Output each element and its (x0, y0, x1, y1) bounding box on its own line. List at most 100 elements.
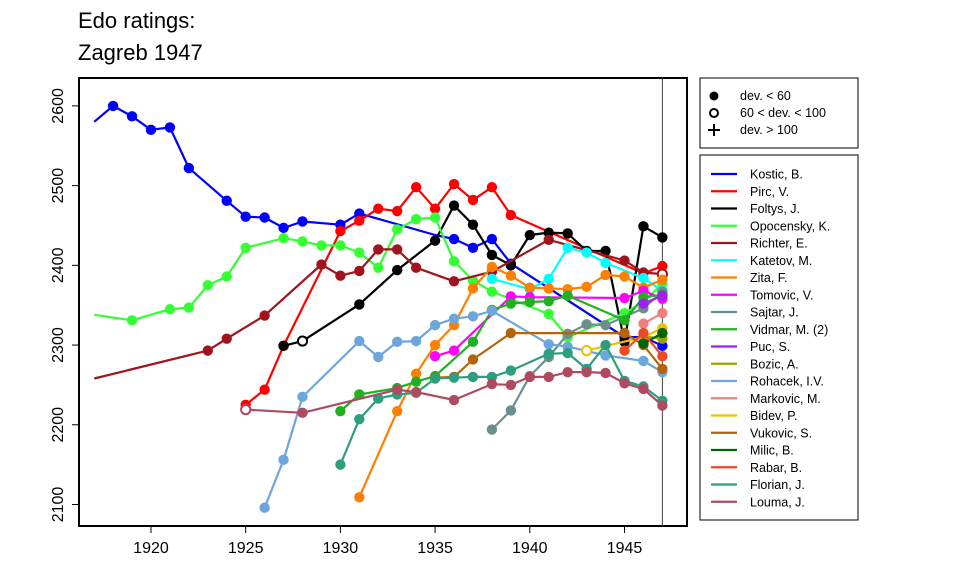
data-point (619, 345, 630, 356)
series-legend-box (699, 154, 859, 521)
legend-label-vukovic-s: Vukovic, S. (750, 426, 812, 440)
data-point (448, 178, 460, 190)
marker-legend-box (699, 77, 859, 149)
data-point (240, 242, 251, 253)
data-point (505, 327, 517, 339)
data-point (392, 244, 403, 255)
data-point (467, 311, 479, 322)
data-point (543, 348, 554, 360)
data-point-open (296, 335, 309, 347)
data-point (467, 242, 479, 253)
series-layer (93, 100, 668, 513)
data-point (524, 282, 535, 293)
data-point (259, 384, 270, 395)
data-point (373, 244, 384, 255)
marker-legend-label: dev. > 100 (740, 123, 798, 137)
data-point (221, 271, 232, 282)
data-point (448, 394, 460, 406)
legend-label-bidev-p: Bidev, P. (750, 409, 798, 423)
data-point (145, 124, 157, 136)
legend-label-markovic-m: Markovic, M. (750, 392, 821, 406)
x-tick-label: 1925 (228, 540, 264, 557)
y-tick-label: 2600 (50, 88, 67, 124)
data-point (278, 340, 289, 352)
data-point (657, 340, 668, 352)
data-point (259, 502, 270, 513)
data-point (259, 212, 270, 223)
data-point (392, 205, 403, 217)
data-point (600, 257, 611, 269)
data-point (619, 255, 630, 266)
data-point (657, 260, 668, 272)
data-point (354, 413, 365, 425)
legend-label-louma-j: Louma, J. (750, 495, 805, 509)
legend-label-pirc-v: Pirc, V. (750, 185, 789, 199)
data-point (316, 240, 327, 251)
data-point (392, 264, 403, 276)
data-point (467, 371, 479, 383)
data-point (373, 262, 384, 273)
series-line (358, 265, 663, 498)
y-tick-label: 2200 (50, 407, 67, 443)
data-point (354, 208, 365, 219)
data-point (524, 371, 535, 383)
series-louma-j (240, 366, 668, 419)
x-tick-label: 1930 (323, 540, 359, 557)
data-point (335, 459, 346, 470)
data-point (297, 236, 308, 247)
data-point (562, 242, 573, 253)
data-point (354, 265, 365, 277)
data-point (354, 215, 365, 226)
data-point (448, 276, 460, 287)
data-point (429, 319, 441, 331)
data-point (410, 376, 422, 387)
data-point (410, 182, 422, 193)
data-point (543, 273, 554, 285)
data-point (657, 307, 668, 319)
data-point (126, 111, 138, 122)
data-point (600, 350, 611, 361)
data-point (486, 424, 498, 435)
legend-label-richter-e: Richter, E. (750, 237, 808, 251)
data-point (619, 327, 630, 339)
filled-circle-icon (709, 91, 719, 101)
data-point (657, 327, 668, 339)
data-point (467, 219, 479, 230)
data-point (638, 327, 649, 339)
data-point (524, 296, 535, 308)
data-point (486, 261, 498, 273)
data-point (429, 373, 441, 384)
data-point (448, 256, 460, 267)
data-point (467, 354, 479, 365)
data-point (335, 225, 346, 237)
data-point (448, 233, 460, 245)
data-point (410, 213, 422, 225)
data-point (543, 339, 554, 350)
data-point (581, 281, 592, 293)
legend-label-kostic-b: Kostic, B. (750, 168, 803, 182)
series-line (339, 293, 663, 413)
legend-label-milic-b: Milic, B. (750, 444, 794, 458)
axes-layer: 1920 1925 1930 1935 1940 1945 2100 2200 2300 2400… (50, 77, 688, 557)
series-line (93, 104, 663, 347)
data-point (183, 162, 195, 174)
data-point (638, 338, 649, 349)
data-point (562, 347, 573, 359)
data-point (467, 336, 479, 348)
legend-label-puc-s: Puc, S. (750, 340, 790, 354)
data-point (638, 383, 649, 395)
data-point (600, 339, 611, 351)
chart-title-line-1: Edo ratings: (78, 8, 196, 33)
data-point (467, 283, 479, 294)
data-point (354, 247, 365, 258)
data-point (543, 308, 554, 320)
series-milic-b (638, 327, 668, 349)
data-point (543, 283, 554, 294)
data-point (278, 222, 289, 234)
data-point (373, 203, 384, 214)
data-point (505, 270, 517, 281)
data-point (638, 355, 649, 367)
series-kostic-b (93, 100, 668, 352)
data-point (486, 233, 498, 245)
